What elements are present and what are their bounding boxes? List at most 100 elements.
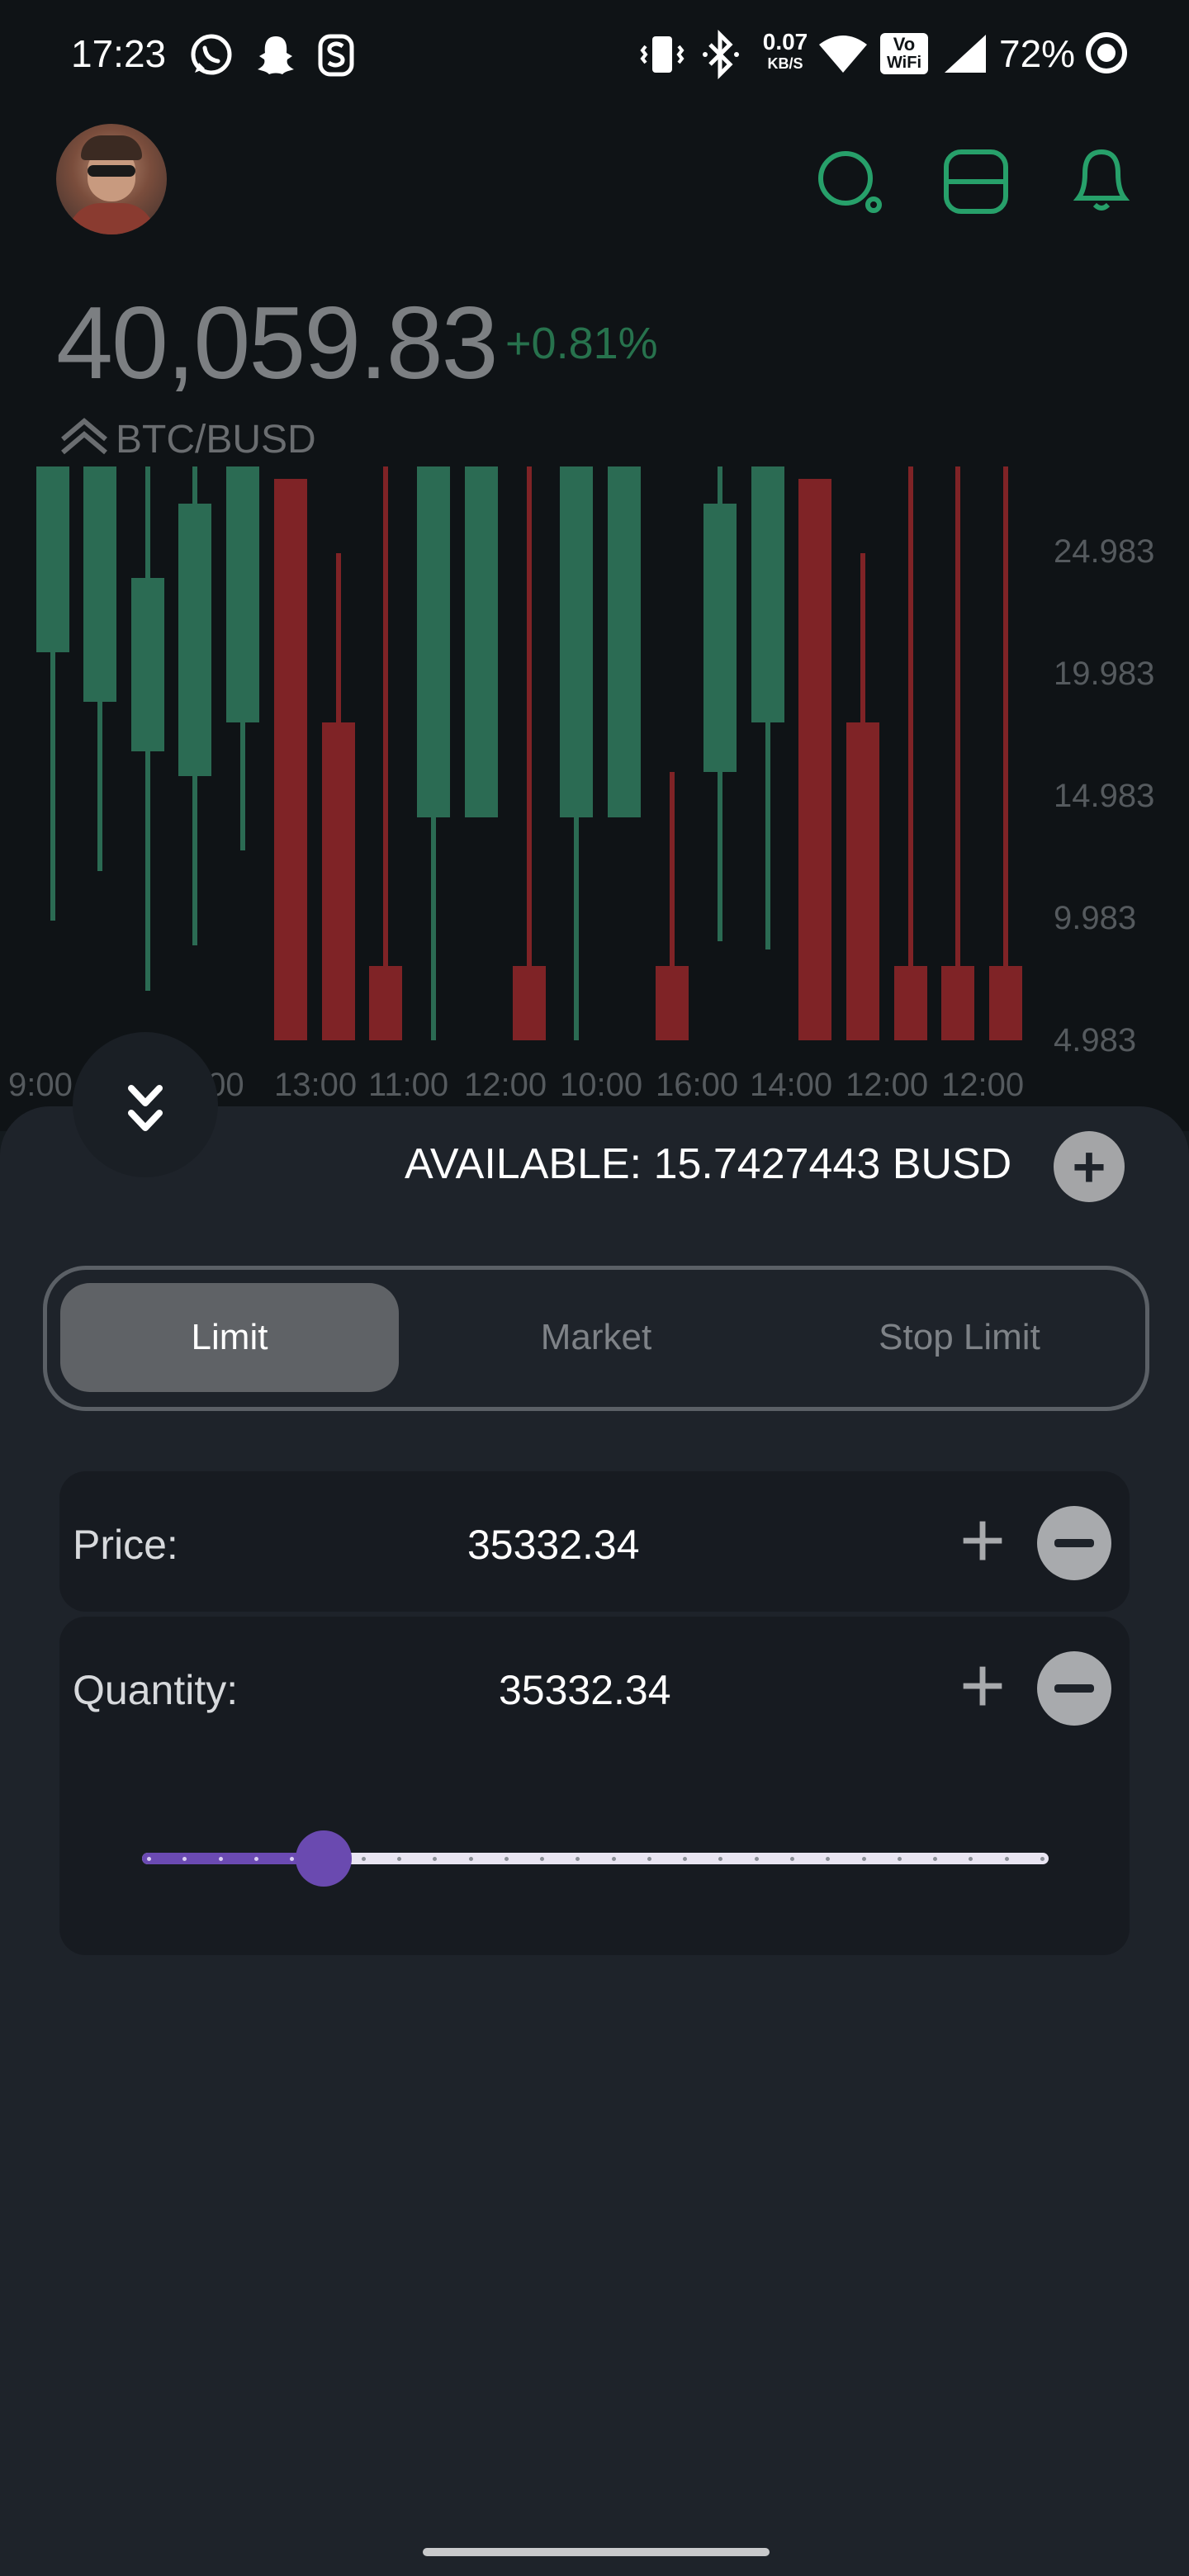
slider-tick	[182, 1857, 187, 1861]
candle-body	[322, 722, 355, 1040]
candle-body	[560, 466, 593, 817]
price-decrease-button[interactable]	[1037, 1506, 1111, 1580]
scan-icon[interactable]	[941, 147, 1011, 220]
candle-body	[798, 479, 831, 1040]
x-tick-label: 10:00	[560, 1067, 643, 1103]
home-indicator[interactable]	[423, 2548, 770, 2556]
slider-tick	[396, 1857, 401, 1861]
signal-icon	[945, 35, 986, 73]
status-bar: 17:23 0.07 KB/S Vo WiFi 72%	[0, 0, 1189, 107]
x-tick-label: 9:00	[8, 1067, 73, 1103]
avatar[interactable]	[56, 124, 167, 234]
candle-body	[83, 466, 116, 702]
slider-tick	[826, 1857, 831, 1861]
net-speed: 0.07 KB/S	[756, 31, 814, 74]
net-speed-unit: KB/S	[767, 55, 803, 72]
price-label: Price:	[73, 1522, 178, 1568]
price-change: +0.81%	[505, 319, 658, 368]
whatsapp-icon	[191, 34, 232, 75]
bluetooth-icon	[703, 30, 739, 79]
search-icon[interactable]	[816, 147, 885, 220]
quantity-increase-button[interactable]: +	[959, 1641, 1007, 1730]
quantity-input[interactable]: 35332.34	[499, 1667, 671, 1713]
candle-body	[894, 966, 927, 1040]
slider-tick	[861, 1857, 866, 1861]
y-tick-label: 9.983	[1054, 900, 1137, 936]
vowifi-bottom: WiFi	[886, 54, 922, 72]
price-input[interactable]: 35332.34	[467, 1522, 640, 1568]
candle-body	[226, 466, 259, 722]
slider-tick	[1040, 1857, 1045, 1861]
y-tick-label: 19.983	[1054, 656, 1155, 692]
add-funds-button[interactable]: +	[1054, 1131, 1125, 1202]
slider-tick	[969, 1857, 973, 1861]
bell-icon[interactable]	[1067, 144, 1136, 220]
candle-body	[941, 966, 974, 1040]
slider-tick	[290, 1857, 295, 1861]
minus-icon	[1054, 1684, 1094, 1693]
slider-tick	[540, 1857, 545, 1861]
battery-percent: 72%	[999, 32, 1076, 75]
battery-ring-icon	[1086, 32, 1127, 73]
slider-tick	[611, 1857, 616, 1861]
slider-tick	[683, 1857, 688, 1861]
vowifi-top: Vo	[893, 34, 916, 54]
status-time: 17:23	[71, 32, 167, 75]
current-price: 40,059.83	[56, 286, 499, 400]
candle-body	[608, 466, 641, 817]
quantity-slider[interactable]	[142, 1853, 1049, 1864]
pair-chart-icon	[59, 418, 109, 460]
candle-body	[36, 466, 69, 652]
price-field-card	[59, 1471, 1130, 1612]
candle-body	[989, 966, 1022, 1040]
tab-stop-limit[interactable]: Stop Limit	[879, 1317, 1040, 1357]
slider-tick	[504, 1857, 509, 1861]
x-tick-label: 12:00	[941, 1067, 1025, 1103]
slider-tick	[468, 1857, 473, 1861]
slider-tick	[253, 1857, 258, 1861]
quantity-decrease-button[interactable]	[1037, 1651, 1111, 1726]
candlestick-chart	[36, 466, 1022, 1040]
slider-tick	[897, 1857, 902, 1861]
candle-body	[465, 466, 498, 817]
candle-body	[178, 504, 211, 776]
quantity-label: Quantity:	[73, 1667, 239, 1713]
price-increase-button[interactable]: +	[959, 1496, 1007, 1584]
x-tick-label: 13:00	[274, 1067, 358, 1103]
candle-body	[274, 479, 307, 1040]
wifi-icon	[819, 36, 867, 73]
tab-market[interactable]: Market	[540, 1317, 652, 1357]
vowifi-icon: Vo WiFi	[880, 33, 928, 74]
candle-body	[703, 504, 737, 772]
double-chevron-down-icon	[73, 1082, 218, 1139]
x-tick-label: 16:00	[656, 1067, 739, 1103]
snapchat-icon	[258, 36, 294, 74]
pair-label[interactable]: BTC/BUSD	[116, 418, 316, 462]
x-tick-label: 12:00	[846, 1067, 929, 1103]
slider-thumb[interactable]	[295, 1830, 352, 1887]
x-tick-label: 14:00	[750, 1067, 833, 1103]
notification-s-icon	[318, 34, 354, 77]
candle-body	[751, 466, 784, 722]
quantity-field-card	[59, 1617, 1130, 1955]
y-tick-label: 4.983	[1054, 1022, 1137, 1058]
candle-body	[513, 966, 546, 1040]
candle-body	[131, 578, 164, 751]
order-type-tabs: Limit Market Stop Limit	[43, 1266, 1149, 1411]
net-speed-value: 0.07	[762, 29, 808, 54]
slider-tick	[147, 1857, 151, 1861]
available-balance: AVAILABLE: 15.7427443 BUSD	[405, 1140, 1012, 1188]
x-tick-label: 11:00	[368, 1067, 449, 1103]
y-tick-label: 24.983	[1054, 533, 1155, 570]
slider-tick	[754, 1857, 759, 1861]
y-tick-label: 14.983	[1054, 778, 1155, 814]
slider-tick	[361, 1857, 366, 1861]
slider-tick	[933, 1857, 938, 1861]
plus-icon: +	[1072, 1134, 1106, 1199]
candle-body	[417, 466, 450, 817]
tab-limit[interactable]: Limit	[60, 1283, 399, 1392]
slider-tick	[718, 1857, 723, 1861]
collapse-button[interactable]	[73, 1032, 218, 1177]
candle-body	[656, 966, 689, 1040]
candle-body	[369, 966, 402, 1040]
